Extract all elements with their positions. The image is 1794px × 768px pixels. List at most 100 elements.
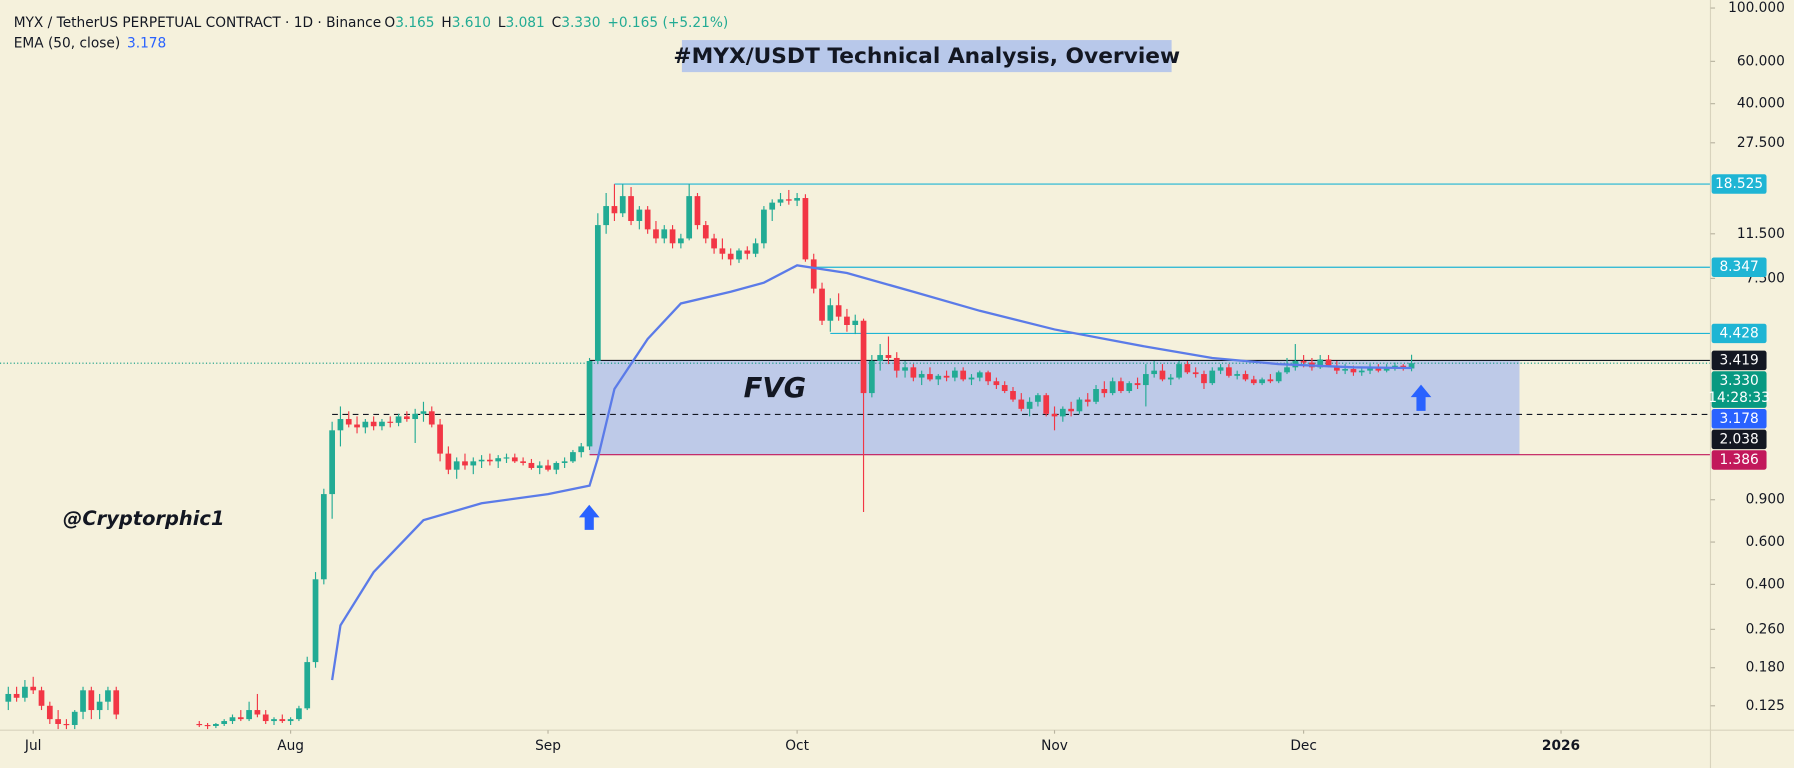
candle-body	[545, 465, 551, 470]
candle-body	[470, 461, 477, 466]
candle-body	[1284, 367, 1290, 373]
plot-area: FVG	[0, 183, 1711, 730]
candle-body	[1093, 388, 1099, 402]
candle-body	[1126, 383, 1133, 392]
price-badge: 18.525	[1711, 174, 1767, 194]
candle-body	[1358, 370, 1365, 373]
ema-value: 3.178	[127, 35, 166, 51]
candle-body	[204, 724, 211, 727]
arrow	[1410, 384, 1432, 411]
ema-line	[331, 264, 1412, 681]
ohlc-key: O	[384, 15, 395, 31]
candle-body	[345, 419, 352, 425]
x-tick-label: Aug	[277, 738, 304, 754]
candle-body	[1076, 399, 1083, 412]
candle-body	[918, 374, 925, 378]
candle-body	[952, 370, 958, 378]
candle-body	[503, 457, 510, 459]
symbol: MYX / TetherUS PERPETUAL CONTRACT · 1D ·…	[14, 15, 381, 31]
candle-body	[354, 424, 360, 428]
candle-body	[379, 421, 385, 427]
ohlc-value: 3.610	[452, 15, 491, 31]
price-badge-bg	[1711, 174, 1767, 194]
candle-body	[80, 690, 86, 712]
candle-body	[686, 196, 693, 239]
x-tick-label: Dec	[1290, 738, 1317, 754]
ohlc-legend: O3.165 H3.610 L3.081 C3.330 +0.165 (+5.21%)	[384, 15, 728, 31]
price-badge: 1.386	[1711, 450, 1767, 470]
candle-body	[337, 419, 344, 431]
candle-body	[520, 461, 526, 463]
candle-body	[1383, 367, 1390, 371]
candle-body	[943, 375, 950, 378]
candle-body	[669, 229, 676, 244]
candle-body	[877, 355, 884, 361]
candle-body	[694, 196, 701, 226]
candle-body	[968, 377, 975, 380]
price-badge-bg	[1711, 371, 1767, 408]
candle-body	[1018, 399, 1025, 409]
candle-body	[844, 316, 850, 325]
price-badge-label: 3.419	[1719, 352, 1758, 368]
candle-body	[30, 686, 37, 691]
y-tick-label: 0.180	[1746, 660, 1785, 676]
candle-body	[1159, 370, 1166, 380]
price-badge-label: 2.038	[1719, 431, 1758, 447]
candle-body	[1300, 360, 1307, 363]
candle-body	[852, 320, 859, 325]
candle-body	[910, 367, 917, 378]
price-badge-bg	[1711, 323, 1767, 344]
candle-body	[785, 199, 792, 201]
candle-body	[511, 457, 518, 462]
y-tick-label: 0.125	[1746, 698, 1785, 714]
price-badge: 4.428	[1711, 323, 1767, 344]
candle-body	[13, 693, 20, 698]
y-tick-label: 100.000	[1728, 0, 1785, 16]
candle-body	[387, 421, 394, 423]
candle-body	[370, 421, 377, 427]
price-badge-bg	[1711, 450, 1767, 470]
y-tick-label: 27.500	[1737, 135, 1785, 151]
candle-body	[1043, 395, 1050, 414]
candle-body	[1109, 381, 1116, 394]
candle-body	[761, 209, 767, 244]
candle-body	[810, 259, 817, 289]
candle-body	[628, 196, 634, 221]
candle-body	[279, 719, 286, 722]
candle-body	[985, 372, 991, 382]
candle-body	[320, 494, 327, 580]
price-badge-bg	[1711, 257, 1767, 277]
candle-body	[578, 446, 585, 453]
candle-body	[63, 723, 70, 726]
candle-body	[412, 413, 419, 420]
price-badge-bg	[1711, 409, 1767, 429]
y-tick-label: 60.000	[1737, 53, 1785, 69]
candle-body	[893, 357, 900, 371]
candle-body	[1317, 359, 1324, 368]
candle-body	[802, 198, 809, 260]
candle-body	[1192, 372, 1199, 375]
candle-body	[46, 705, 53, 720]
title-box	[681, 40, 1172, 73]
candle-body	[1201, 374, 1207, 384]
candle-body	[1134, 383, 1141, 386]
candle-body	[570, 452, 576, 462]
candle-body	[561, 461, 568, 463]
candle-body	[993, 381, 1000, 386]
candle-body	[1051, 413, 1058, 417]
candle-body	[1234, 374, 1241, 376]
candle-body	[1367, 367, 1373, 371]
candle-body	[594, 225, 601, 361]
candle-body	[1101, 388, 1108, 394]
candle-body	[752, 243, 759, 254]
y-tick-label: 0.260	[1746, 621, 1785, 637]
candle-body	[38, 690, 45, 706]
price-badge-label: 3.178	[1719, 411, 1758, 427]
candle-body	[1226, 367, 1232, 376]
chart-title: #MYX/USDT Technical Analysis, Overview	[673, 44, 1180, 69]
candle-body	[1026, 401, 1033, 409]
candle-body	[702, 225, 709, 239]
candle-body	[1242, 374, 1249, 380]
candle-body	[445, 453, 452, 470]
